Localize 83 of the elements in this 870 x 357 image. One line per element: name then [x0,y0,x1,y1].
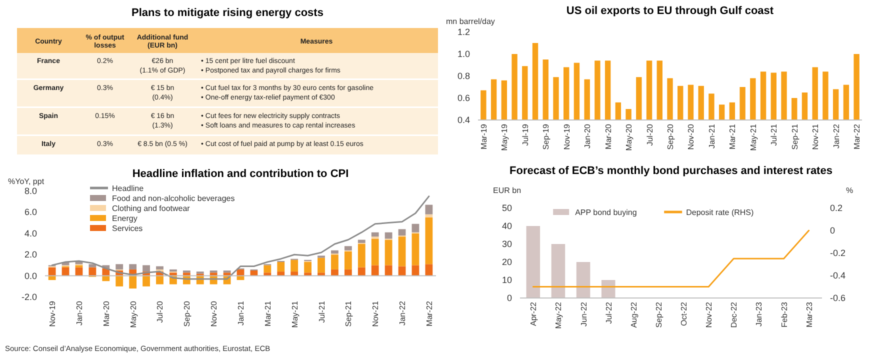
y-tick-label: 0.0 [24,270,37,281]
x-tick-label: Jan-23 [754,301,764,326]
x-tick-label: Sep-21 [344,300,354,327]
y-tick-label: 30 [502,239,512,249]
x-tick-label: May-20 [624,123,634,151]
x-tick-label: Sep-21 [790,123,800,150]
x-tick-label: Jul-20 [156,300,165,323]
x-tick-label: Sep-22 [654,301,664,328]
x-tick-label: Mar-21 [728,123,738,150]
chart-title: US oil exports to EU through Gulf coast [566,5,774,17]
x-tick-label: Feb-23 [780,301,789,328]
y-tick-label: 40 [502,221,512,231]
legend-label: Services [112,224,143,233]
x-tick-label: Mar-22 [424,300,434,326]
x-tick-label: Mar-22 [852,123,862,150]
y-tick-label: -2.0 [21,292,37,302]
x-tick-label: Oct-22 [680,301,689,326]
y-tick-label: 1.0 [457,49,470,59]
x-tick-label: Apr-22 [529,301,538,326]
x-tick-label: Nov-19 [48,300,58,327]
legend-label: Headline [112,184,144,193]
x-tick-label: Jan-22 [832,123,841,148]
x-tick-label: Jun-22 [579,301,588,326]
legend-label: Deposit rate (RHS) [686,208,754,217]
y-tick-label: 50 [502,203,512,213]
chart-title: Forecast of ECB’s monthly bond purchases and interest rates [510,165,832,177]
y-tick-label: 1.2 [457,27,470,37]
y-axis-title: mn barrel/day [446,17,495,26]
text: Plans to mitigate rising energy costs [132,7,324,19]
x-tick-label: Mar-21 [263,300,272,326]
x-tick-label: Jan-21 [707,123,716,148]
y-tick-label: 0 [506,293,512,303]
y-tick-label: 0.6 [457,93,470,103]
x-tick-label: May-20 [128,300,138,328]
chart-title: Headline inflation and contribution to CPI [132,168,349,180]
legend-label: APP bond buying [575,208,637,217]
y-tick-label: 4.0 [24,228,37,238]
y-tick-label: 8.0 [24,186,37,196]
y2-tick-label: -0.2 [830,248,846,258]
y-axis-title: %YoY, ppt [8,177,45,186]
x-tick-label: May-21 [748,123,758,151]
x-tick-label: Nov-21 [811,123,820,150]
x-tick-label: Mar-19 [479,123,488,150]
x-tick-label: May-21 [290,300,300,328]
x-tick-label: May-22 [554,301,564,329]
y2-tick-label: 0 [830,226,836,236]
x-tick-label: May-19 [500,123,510,151]
x-tick-label: Nov-21 [371,300,380,327]
legend-label: Clothing and footwear [112,204,190,213]
x-tick-label: Jul-19 [520,123,530,146]
x-tick-label: Jan-20 [583,123,592,148]
x-tick-label: Jan-22 [398,300,408,326]
legend-label: Energy [112,214,138,223]
x-tick-label: Nov-20 [210,300,219,327]
x-tick-label: Sep-19 [542,123,551,150]
y-tick-label: 6.0 [24,207,37,218]
y-tick-label: 0.8 [457,71,470,81]
x-tick-label: Nov-19 [562,123,572,150]
legend-label: Food and non-alcoholic beverages [112,194,235,203]
x-tick-label: Aug-22 [629,301,638,328]
y2-tick-label: 0.2 [830,203,843,213]
y2-tick-label: -0.4 [830,270,846,280]
y-tick-label: 10 [502,275,512,285]
x-tick-label: Jul-20 [645,123,654,146]
x-tick-label: Sep-20 [666,123,675,150]
x-tick-label: Nov-20 [686,123,696,150]
x-tick-label: Mar-23 [804,301,814,328]
x-tick-label: Sep-20 [182,300,192,327]
y-tick-label: 2.0 [24,250,37,260]
x-tick-label: Mar-20 [102,300,111,326]
x-tick-label: Jan-21 [236,300,246,326]
x-tick-label: Dec-22 [730,301,739,328]
y-tick-label: 20 [502,257,512,267]
y-tick-label: 0.4 [457,115,470,125]
y-axis-title: EUR bn [493,186,522,195]
x-tick-label: Jan-20 [74,300,84,326]
y2-tick-label: -0.6 [830,293,846,303]
x-tick-label: Jul-22 [604,301,614,324]
y2-axis-title: % [846,186,854,195]
x-tick-label: Mar-20 [604,123,613,150]
x-tick-label: Nov-22 [704,301,714,328]
x-tick-label: Jul-21 [770,123,779,146]
x-tick-label: Jul-21 [317,300,326,323]
